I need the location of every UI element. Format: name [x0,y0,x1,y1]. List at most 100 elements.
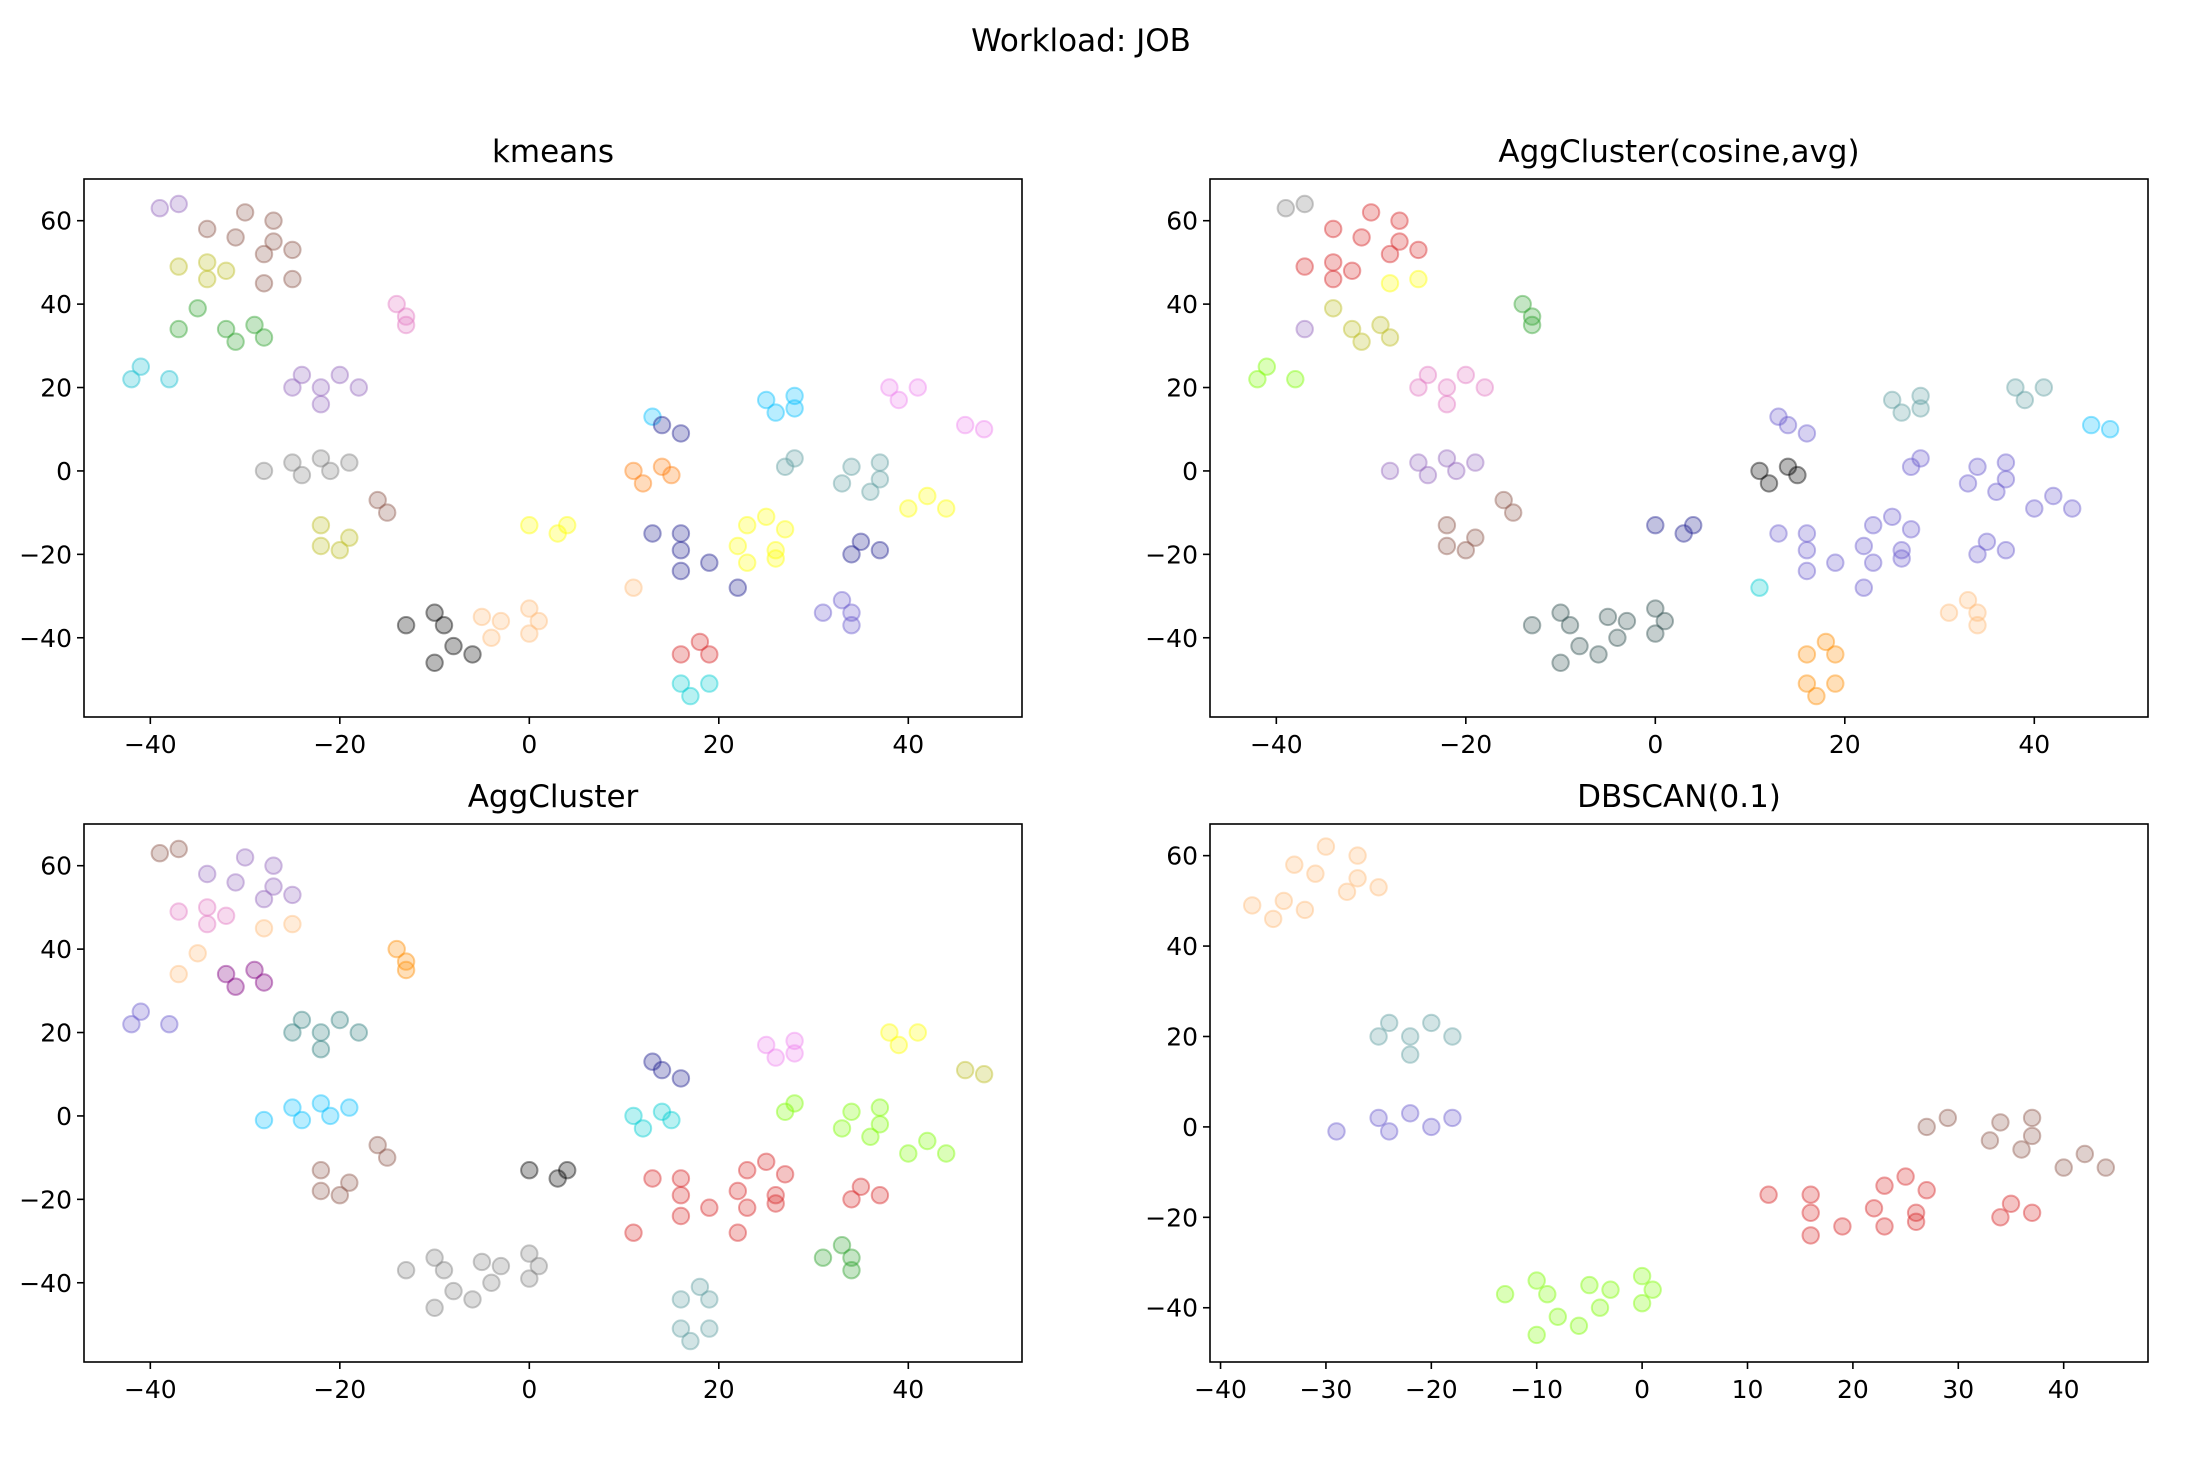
scatter-point [1513,294,1532,314]
scatter-point [1901,457,1921,476]
scatter-point [425,603,444,622]
scatter-point [283,240,302,260]
scatter-point [311,378,331,397]
scatter-point [1348,869,1367,888]
scatter-point [1285,855,1304,874]
scatter-point [264,856,283,875]
scatter-point [671,424,691,443]
scatter-point [842,1248,861,1267]
scatter-point [1854,578,1874,597]
scatter-point [662,465,681,485]
scatter-point [1466,453,1485,472]
scatter-point [1958,591,1978,610]
scatter-point [1274,891,1294,911]
scatter-point [1769,407,1788,426]
x-tick-label: −30 [1300,1375,1353,1404]
scatter-point [1968,457,1987,476]
scatter-point [283,1098,302,1117]
scatter-point [1797,541,1817,560]
scatter-point [1801,1226,1820,1245]
scatter-point [1632,1294,1652,1313]
scatter-point [1401,1027,1420,1046]
scatter-point [1380,1122,1399,1141]
scatter-point [1380,461,1400,481]
scatter-point [1276,199,1296,218]
scatter-point [1286,370,1305,389]
scatter-point [1390,232,1409,251]
scatter-point [198,914,217,934]
scatter-points [122,839,994,1351]
scatter-point [633,474,653,493]
scatter-point [311,1040,331,1059]
scatter-point [491,1256,511,1276]
scatter-point [321,461,340,481]
scatter-point [520,1244,539,1263]
scatter-point [349,378,368,397]
scatter-point [1551,603,1570,622]
scatter-point [1911,399,1930,418]
scatter-point [908,1023,927,1042]
scatter-point [396,315,416,335]
scatter-point [861,1127,880,1147]
scatter-point [728,536,747,556]
scatter-point [245,315,264,335]
scatter-point [766,403,785,422]
scatter-point [387,939,406,959]
scatter-point [1980,1131,2000,1150]
scatter-point [283,885,302,905]
scatter-point [1522,307,1542,326]
y-tick-label: 40 [40,935,72,964]
scatter-point [681,1331,700,1351]
subplot-1: kmeans −40 −20 0 20 40 −40 −20 0 20 40 60 [19,134,1023,759]
scatter-point [2022,1108,2042,1128]
scatter-point [918,1131,937,1151]
scatter-point [1906,1212,1926,1232]
y-tick-label: 40 [1166,290,1198,319]
scatter-point [671,1290,691,1309]
scatter-point [311,1094,331,1113]
scatter-point [937,499,956,518]
scatter-point [169,194,188,214]
scatter-point [832,1236,852,1255]
scatter-points [1243,837,2116,1345]
scatter-point [198,269,217,289]
scatter-point [1361,203,1381,222]
scatter-point [558,516,577,535]
scatter-point [1759,474,1779,493]
scatter-point [1750,461,1769,481]
scatter-point [2063,499,2082,518]
scatter-point [1939,603,1959,622]
scatter-point [1892,541,1911,560]
scatter-point [378,1148,397,1167]
scatter-point [1437,395,1457,414]
scatter-point [1371,315,1390,335]
scatter-point [1560,616,1580,635]
scatter-point [1646,599,1665,618]
scatter-point [1466,528,1485,547]
scatter-point [226,332,245,351]
x-tick-label: −20 [1439,730,1492,759]
scatter-point [235,848,255,867]
scatter-point [198,864,217,884]
y-tick-label: 60 [40,207,72,236]
scatter-point [1418,365,1438,385]
scatter-point [2100,420,2120,439]
scatter-point [671,645,691,664]
scatter-point [482,1273,501,1293]
scatter-point [1646,516,1665,535]
y-tick-label: 0 [56,457,72,486]
scatter-point [1938,1108,1958,1128]
scatter-point [643,407,662,426]
scatter-point [472,607,492,627]
scatter-point [974,1065,994,1084]
scatter-point [1401,1104,1420,1123]
scatter-point [785,386,804,406]
scatter-point [1348,846,1367,865]
scatter-point [700,1319,719,1338]
scatter-point [1617,611,1637,631]
scatter-point [235,203,255,222]
x-tick-label: −40 [1194,1375,1247,1404]
scatter-point [899,499,918,518]
scatter-point [1324,269,1343,289]
scatter-point [870,541,890,560]
